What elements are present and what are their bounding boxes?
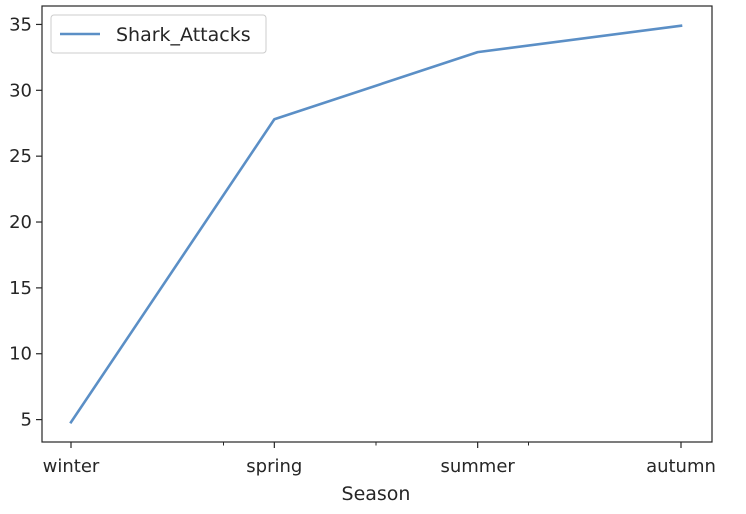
x-axis-label: Season bbox=[342, 483, 411, 505]
series-line-shark-attacks bbox=[69, 24, 683, 425]
y-axis: 5 10 15 20 25 30 35 bbox=[9, 14, 42, 431]
x-tick-label-autumn: autumn bbox=[646, 456, 716, 477]
y-tick-label-35: 35 bbox=[9, 14, 32, 35]
legend-box bbox=[50, 14, 267, 54]
series-layer bbox=[69, 24, 683, 425]
legend-label-shark-attacks: Shark_Attacks bbox=[116, 24, 251, 46]
legend: Shark_Attacks bbox=[50, 14, 267, 54]
plot-background bbox=[42, 6, 712, 442]
y-tick-label-10: 10 bbox=[9, 344, 32, 365]
x-axis: winter spring summer autumn bbox=[43, 442, 716, 477]
y-tick-label-5: 5 bbox=[21, 410, 32, 431]
y-tick-label-30: 30 bbox=[9, 80, 32, 101]
x-tick-label-spring: spring bbox=[246, 456, 302, 477]
y-tick-label-20: 20 bbox=[9, 212, 32, 233]
plot-frame bbox=[41, 5, 713, 443]
y-tick-label-25: 25 bbox=[9, 146, 32, 167]
x-tick-label-summer: summer bbox=[440, 456, 515, 477]
y-tick-label-15: 15 bbox=[9, 278, 32, 299]
x-tick-label-winter: winter bbox=[43, 456, 100, 477]
